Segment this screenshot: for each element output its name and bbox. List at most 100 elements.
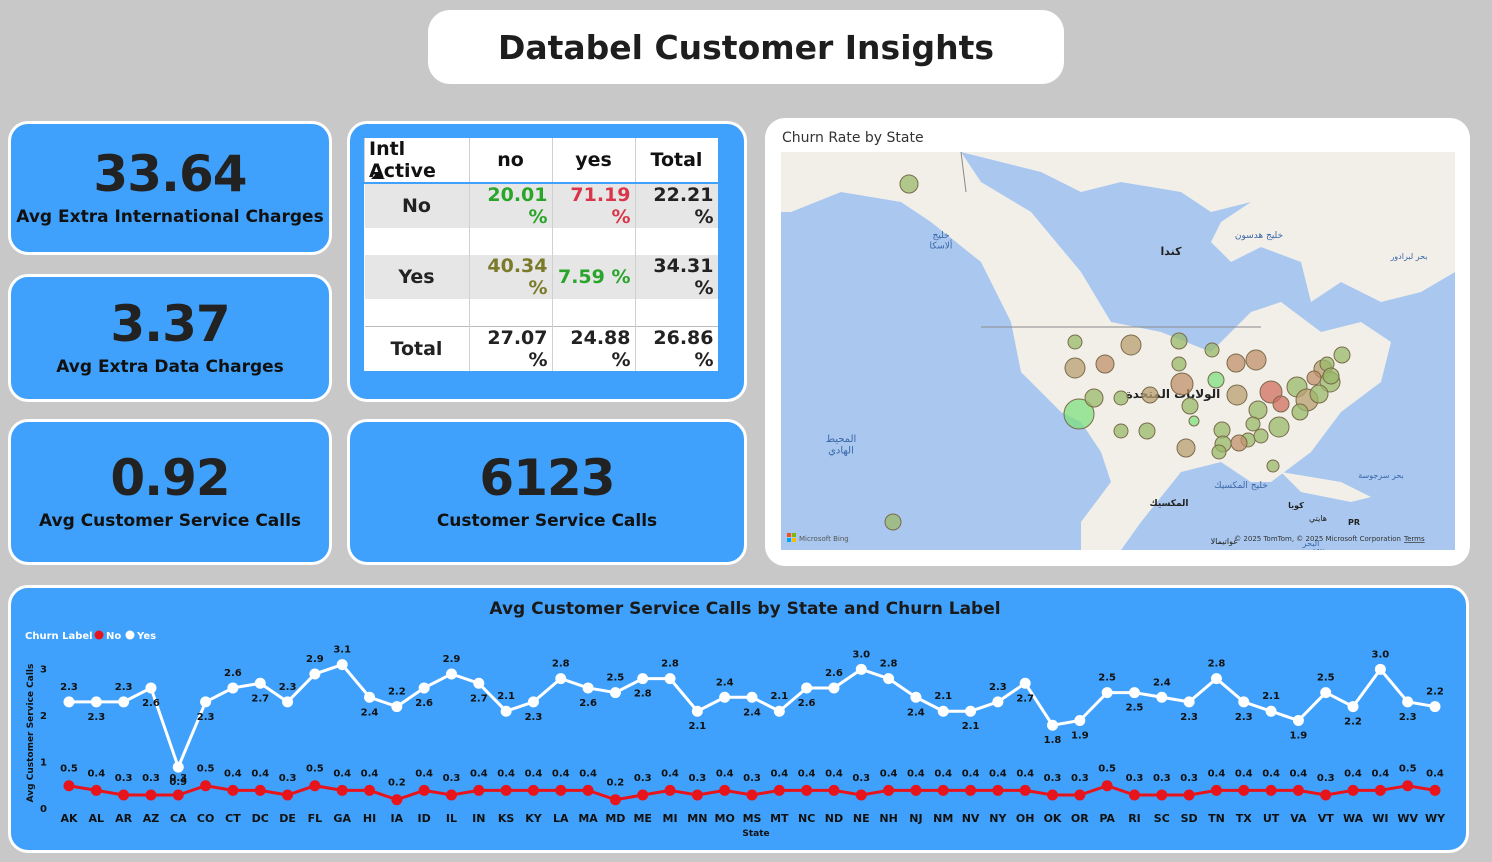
map-bubble[interactable] bbox=[1171, 356, 1187, 372]
map-bubble[interactable] bbox=[1084, 388, 1104, 408]
map-bubble[interactable] bbox=[1268, 416, 1290, 438]
map-bubble[interactable] bbox=[1291, 403, 1309, 421]
data-label: 2.8 bbox=[1208, 659, 1226, 670]
data-point bbox=[1183, 789, 1195, 801]
matrix-col-header[interactable]: no bbox=[468, 138, 552, 184]
data-point bbox=[118, 696, 130, 708]
page-title: Databel Customer Insights bbox=[497, 27, 995, 67]
data-point bbox=[500, 784, 512, 796]
churn-map[interactable]: كندا الولايات المتحدة المكسيك المحيط الها… bbox=[781, 152, 1455, 550]
map-bubble[interactable] bbox=[1141, 386, 1159, 404]
data-label: 2.3 bbox=[197, 712, 215, 723]
legend-label-yes[interactable]: Yes bbox=[136, 631, 156, 642]
data-label: 2.5 bbox=[607, 673, 625, 684]
data-label: 0.4 bbox=[907, 768, 925, 779]
map-label-canada: كندا bbox=[1160, 245, 1182, 258]
data-point bbox=[664, 673, 676, 685]
kpi-intl-charges[interactable]: 33.64 Avg Extra International Charges bbox=[8, 121, 332, 255]
map-bubble[interactable] bbox=[884, 513, 902, 531]
map-bubble[interactable] bbox=[1113, 390, 1129, 406]
data-point bbox=[719, 784, 731, 796]
map-bubble[interactable] bbox=[1138, 422, 1156, 440]
data-point bbox=[418, 784, 430, 796]
data-point bbox=[1320, 789, 1332, 801]
x-tick-label: AK bbox=[60, 812, 78, 825]
map-bubble[interactable] bbox=[1245, 349, 1267, 371]
x-tick-label: LA bbox=[553, 812, 569, 825]
map-bubble[interactable] bbox=[1322, 367, 1340, 385]
data-label: 2.3 bbox=[1399, 712, 1417, 723]
map-bubble[interactable] bbox=[1188, 415, 1200, 427]
map-bubble[interactable] bbox=[1248, 400, 1268, 420]
map-bubble[interactable] bbox=[1226, 353, 1246, 373]
map-bubble[interactable] bbox=[1181, 397, 1199, 415]
kpi-cs-calls-avg[interactable]: 0.92 Avg Customer Service Calls bbox=[8, 419, 332, 565]
matrix-col-header[interactable]: yes bbox=[551, 138, 635, 184]
data-label: 2.4 bbox=[907, 707, 925, 718]
kpi-label: Avg Extra International Charges bbox=[16, 207, 324, 227]
matrix-cell: 40.34 % bbox=[468, 255, 552, 299]
map-bubble[interactable] bbox=[1211, 444, 1227, 460]
sort-ascending-icon[interactable] bbox=[371, 171, 385, 179]
matrix-cell: 24.88 % bbox=[551, 326, 635, 371]
map-bubble[interactable] bbox=[1063, 398, 1095, 430]
data-point bbox=[391, 701, 403, 713]
data-point bbox=[172, 789, 184, 801]
x-tick-label: AZ bbox=[143, 812, 160, 825]
map-title: Churn Rate by State bbox=[782, 130, 924, 146]
data-point bbox=[1402, 696, 1414, 708]
x-tick-label: WV bbox=[1397, 812, 1418, 825]
map-bubble[interactable] bbox=[1067, 334, 1083, 350]
map-bubble[interactable] bbox=[1230, 434, 1248, 452]
map-bubble[interactable] bbox=[1176, 438, 1196, 458]
x-tick-label: HI bbox=[363, 812, 376, 825]
map-bubble[interactable] bbox=[1245, 416, 1261, 432]
x-tick-label: VA bbox=[1290, 812, 1307, 825]
map-terms-link[interactable]: Terms bbox=[1403, 535, 1425, 543]
data-point bbox=[1429, 784, 1441, 796]
map-label-hudson: خليج هدسون bbox=[1235, 231, 1283, 241]
map-bubble[interactable] bbox=[1226, 384, 1248, 406]
matrix-corner[interactable]: Intl Active bbox=[364, 138, 469, 184]
map-bubble[interactable] bbox=[899, 174, 919, 194]
map-bubble[interactable] bbox=[1170, 372, 1194, 396]
map-bubble[interactable] bbox=[1095, 354, 1115, 374]
map-bubble[interactable] bbox=[1170, 332, 1188, 350]
data-point bbox=[118, 789, 130, 801]
map-bubble[interactable] bbox=[1204, 342, 1220, 358]
data-label: 2.3 bbox=[60, 682, 78, 693]
map-bubble[interactable] bbox=[1272, 395, 1290, 413]
map-bubble[interactable] bbox=[1253, 428, 1269, 444]
data-point bbox=[1374, 663, 1386, 675]
data-label: 2.2 bbox=[1426, 687, 1444, 698]
data-point bbox=[691, 789, 703, 801]
y-tick-label: 0 bbox=[40, 804, 47, 815]
map-bubble[interactable] bbox=[1306, 370, 1322, 386]
data-label: 0.4 bbox=[87, 768, 105, 779]
map-bubble[interactable] bbox=[1207, 371, 1225, 389]
data-label: 2.4 bbox=[716, 677, 734, 688]
kpi-cs-calls-total[interactable]: 6123 Customer Service Calls bbox=[347, 419, 747, 565]
x-tick-label: IN bbox=[472, 812, 485, 825]
kpi-data-charges[interactable]: 3.37 Avg Extra Data Charges bbox=[8, 274, 332, 402]
legend-label-no[interactable]: No bbox=[106, 631, 121, 642]
data-point bbox=[773, 784, 785, 796]
data-label: 0.3 bbox=[1044, 773, 1062, 784]
data-label: 0.4 bbox=[934, 768, 952, 779]
map-bubble[interactable] bbox=[1120, 334, 1142, 356]
data-label: 2.5 bbox=[1126, 703, 1144, 714]
x-tick-label: VT bbox=[1318, 812, 1335, 825]
matrix-cell: 71.19 % bbox=[551, 183, 635, 228]
x-tick-label: RI bbox=[1128, 812, 1141, 825]
data-point bbox=[445, 668, 457, 680]
x-tick-label: AR bbox=[115, 812, 133, 825]
data-label: 0.4 bbox=[1372, 768, 1390, 779]
map-bubble[interactable] bbox=[1064, 357, 1086, 379]
map-bubble[interactable] bbox=[1266, 459, 1280, 473]
map-bubble[interactable] bbox=[1333, 346, 1351, 364]
map-bubble[interactable] bbox=[1309, 384, 1329, 404]
matrix-col-header[interactable]: Total bbox=[634, 138, 718, 184]
churn-matrix[interactable]: Intl Active no yes Total No 20.01 % 71.1… bbox=[364, 138, 718, 371]
map-bubble[interactable] bbox=[1113, 423, 1129, 439]
x-tick-label: KY bbox=[525, 812, 543, 825]
